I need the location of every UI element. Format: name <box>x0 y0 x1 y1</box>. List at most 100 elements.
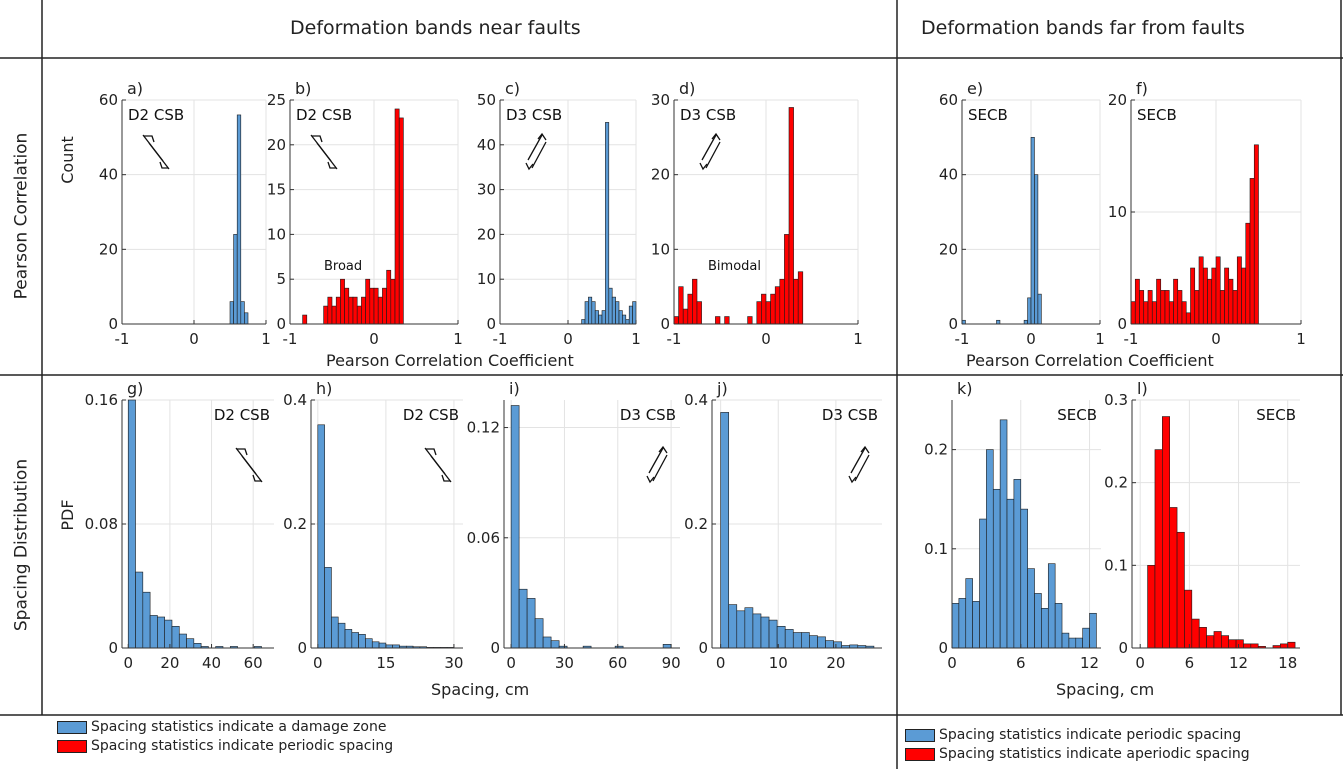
x-tick-label: 20 <box>826 654 845 672</box>
histogram-bar <box>1253 144 1259 325</box>
x-tick-label: 12 <box>1229 654 1248 672</box>
shear-arrow-icon <box>848 445 870 484</box>
histogram-bar <box>302 314 308 325</box>
y-tick-label: 40 <box>477 136 496 154</box>
y-tick-label: 30 <box>477 181 496 199</box>
spacing-xlabel-near: Spacing, cm <box>431 680 530 699</box>
histogram-bar <box>801 632 810 649</box>
histogram-bar <box>1160 290 1166 325</box>
y-tick-label: 0.4 <box>283 391 307 409</box>
histogram-bar <box>1184 589 1193 649</box>
arrow-stroke <box>237 448 248 456</box>
shear-arrow-icon <box>699 132 721 171</box>
histogram-bar <box>193 643 202 649</box>
histogram-bar <box>788 107 794 325</box>
x-tick-label: 0 <box>189 330 199 348</box>
count-ylabel: Count <box>58 136 77 184</box>
x-tick-label: -1 <box>493 330 508 348</box>
arrow-stroke <box>705 141 721 169</box>
arrow-stroke <box>426 448 437 456</box>
histogram-bar <box>972 601 980 649</box>
y-tick-label: 20 <box>939 240 958 258</box>
histogram-bar <box>1134 278 1140 325</box>
shear-arrow-icon <box>424 447 452 483</box>
panel-k: 0 6 12 0 0.1 0.2 k) SECB <box>924 379 1101 672</box>
arrow-stroke <box>711 132 721 141</box>
legend-item-periodic-far: Spacing statistics indicate periodic spa… <box>905 728 1241 742</box>
y-tick-label: 30 <box>651 91 670 109</box>
row-label-pearson: Pearson Correlation <box>11 132 32 300</box>
histogram-bar <box>542 636 552 649</box>
histogram-bar <box>1027 568 1035 649</box>
histogram-bar <box>390 278 396 325</box>
y-tick-label: 0 <box>108 639 118 657</box>
legend-item-periodic-near: Spacing statistics indicate periodic spa… <box>57 739 393 753</box>
legend-item-damage-zone: Spacing statistics indicate a damage zon… <box>57 720 386 734</box>
arrow-stroke <box>241 455 263 483</box>
histogram-bar <box>317 424 325 649</box>
histogram-bar <box>394 108 400 325</box>
panel-label: b) <box>295 79 311 98</box>
x-tick-label: 1 <box>1095 330 1105 348</box>
histogram-bar <box>358 634 366 649</box>
x-tick-label: 0 <box>1026 330 1036 348</box>
y-tick-label: 0.06 <box>467 529 500 547</box>
histogram-bar <box>386 269 392 325</box>
histogram-bar <box>1207 278 1213 325</box>
histogram-bar <box>373 287 379 325</box>
histogram-bar <box>618 310 623 325</box>
histogram-bar <box>344 629 353 649</box>
x-tick-label: 30 <box>444 654 463 672</box>
legend-swatch-blue <box>57 720 87 734</box>
legend-swatch-blue <box>905 728 935 742</box>
y-tick-label: 0 <box>1118 639 1128 657</box>
y-tick-label: 0.16 <box>85 391 118 409</box>
histogram-bar <box>662 644 672 649</box>
histogram-bar <box>1169 507 1178 649</box>
histogram-bar <box>833 641 842 649</box>
panel-l: 0 6 12 18 0 0.1 0.2 0.3 l) SECB <box>1104 379 1300 672</box>
histogram-bar <box>1245 222 1251 325</box>
histogram-bar <box>1027 297 1032 325</box>
y-tick-label: 0 <box>660 315 670 333</box>
x-tick-label: 0 <box>761 330 771 348</box>
x-tick-label: 15 <box>376 654 395 672</box>
y-tick-label: 0 <box>938 639 948 657</box>
histogram-bar <box>331 616 339 649</box>
histogram-bar <box>622 314 627 325</box>
y-tick-label: 10 <box>477 270 496 288</box>
histogram-bar <box>1061 632 1070 649</box>
histogram-bar <box>240 301 245 325</box>
histogram-bar <box>784 629 794 649</box>
histogram-bar <box>352 296 358 325</box>
y-tick-label: 5 <box>276 270 286 288</box>
histogram-bar <box>611 296 616 325</box>
legend-label: Spacing statistics indicate periodic spa… <box>91 738 394 754</box>
histogram-bar <box>1156 278 1162 325</box>
histogram-bar <box>550 640 560 649</box>
arrow-stroke <box>699 162 708 171</box>
histogram-bar <box>164 619 173 649</box>
histogram-bar <box>356 305 362 325</box>
y-tick-label: 0.08 <box>85 515 118 533</box>
x-tick-label: 40 <box>202 654 221 672</box>
histogram-bar <box>351 632 359 649</box>
x-tick-label: 0 <box>369 330 379 348</box>
arrow-stroke <box>159 161 168 169</box>
histogram-bar <box>1147 290 1153 325</box>
panel-label: i) <box>509 379 520 398</box>
arrow-stroke <box>701 134 717 161</box>
row-label-spacing: Spacing Distribution <box>11 458 32 632</box>
histogram-bar <box>365 638 373 649</box>
histogram-bar <box>526 598 536 649</box>
histogram-bar <box>608 287 613 325</box>
histogram-bar <box>1162 416 1170 649</box>
histogram-bar <box>784 234 790 325</box>
y-tick-label: 0.2 <box>924 441 948 459</box>
histogram-bar <box>825 640 834 649</box>
histogram-bar <box>1241 267 1247 325</box>
histogram-bar <box>598 314 603 325</box>
panel-g: 0 20 40 60 0 0.08 0.16 g) D2 CSB <box>85 379 274 672</box>
x-tick-label: 1 <box>631 330 641 348</box>
histogram-bar <box>229 301 234 325</box>
